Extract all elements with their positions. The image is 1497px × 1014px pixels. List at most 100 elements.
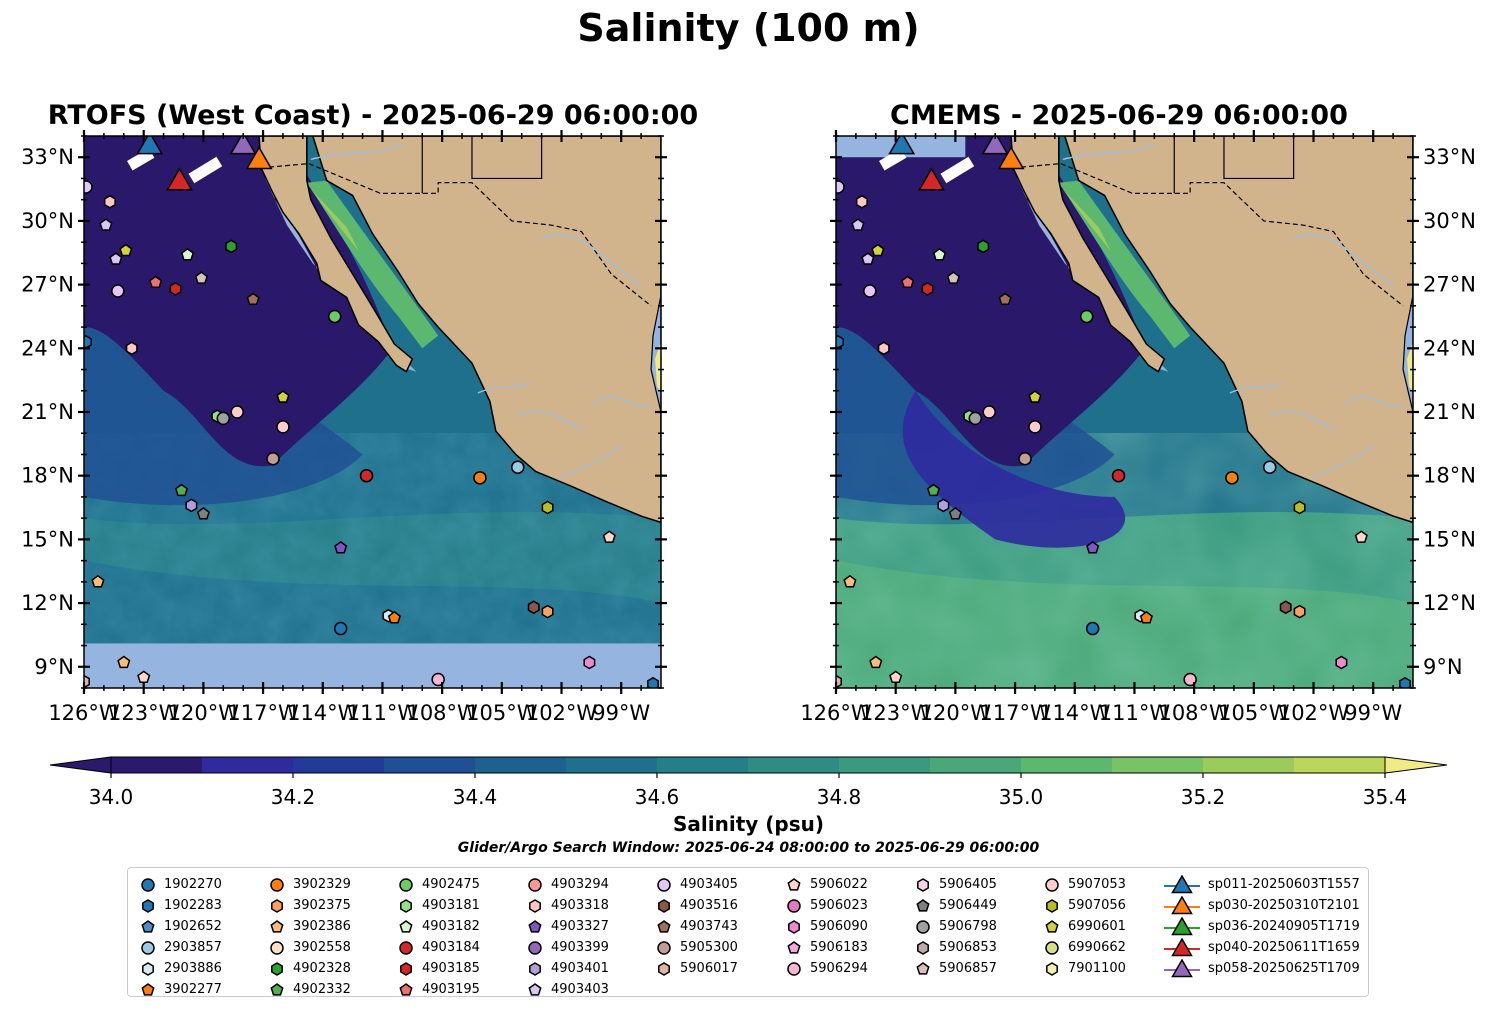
hexagon-marker-icon — [142, 898, 154, 913]
float-marker — [266, 451, 280, 466]
legend-entry: 2903857 — [140, 937, 222, 958]
legend-label: 4903294 — [551, 877, 609, 892]
legend: 1902270 1902283 1902652 2903857 2903886 39022… — [127, 867, 1369, 997]
legend-label: 4903401 — [551, 961, 609, 976]
float-marker — [977, 239, 990, 254]
legend-label: 4903399 — [551, 940, 609, 955]
legend-entry: 5907053 — [1044, 874, 1126, 895]
float-marker — [871, 243, 885, 257]
float-marker — [948, 506, 962, 520]
glider-track — [940, 156, 975, 184]
lat-tick-label: 15°N — [1423, 527, 1476, 551]
legend-marker — [399, 919, 413, 933]
float-marker — [1139, 610, 1153, 624]
legend-label: 4903743 — [680, 919, 738, 934]
lon-tick-label: 114°W — [287, 701, 359, 725]
figure-title: Salinity (100 m) — [577, 6, 920, 50]
glider-track — [127, 148, 155, 171]
float-marker — [225, 239, 238, 254]
float-marker — [103, 194, 116, 209]
float-marker — [230, 405, 244, 419]
glider-marker — [997, 145, 1025, 170]
float-marker — [125, 341, 138, 356]
legend-label: sp030-20250310T2101 — [1208, 898, 1360, 913]
legend-marker — [142, 961, 154, 976]
hexagon-marker-icon — [529, 961, 541, 976]
salinity-colorbar — [49, 756, 1448, 778]
circle-marker-icon — [141, 940, 155, 955]
legend-marker — [1045, 877, 1059, 892]
hexagon-marker-icon — [658, 961, 670, 976]
triangle-marker-icon — [1164, 958, 1200, 977]
float-marker — [1335, 655, 1348, 670]
circle-marker-icon — [657, 877, 671, 892]
float-marker — [174, 483, 189, 497]
legend-marker — [917, 877, 929, 892]
legend-entry: 2903886 — [140, 958, 222, 979]
float-marker — [185, 498, 198, 513]
baja-california-land — [258, 136, 414, 373]
legend-label: 4903182 — [422, 919, 480, 934]
legend-marker — [787, 898, 801, 913]
float-marker — [84, 674, 90, 688]
legend-entry: 1902283 — [140, 895, 222, 916]
legend-label: 5906090 — [810, 919, 868, 934]
legend-label: 4903181 — [422, 898, 480, 913]
legend-marker — [141, 940, 155, 955]
triangle-marker-icon — [1164, 937, 1200, 956]
lat-tick-label: 18°N — [1423, 464, 1476, 488]
float-marker — [1079, 309, 1094, 324]
legend-marker — [658, 898, 670, 913]
colorbar-tick-label: 34.4 — [452, 785, 498, 809]
legend-entry: 5906857 — [915, 958, 997, 979]
right-panel-title: CMEMS - 2025-06-29 06:00:00 — [890, 100, 1348, 131]
legend-label: 3902386 — [293, 919, 351, 934]
pentagon-marker-icon — [916, 898, 930, 912]
float-marker — [84, 335, 92, 349]
country-border — [1013, 162, 1404, 307]
search-window-text: Glider/Argo Search Window: 2025-06-24 08… — [457, 840, 1040, 856]
lon-tick-label: 120°W — [168, 701, 240, 725]
colorbar-bin — [1294, 757, 1386, 773]
legend-entry: 4903318 — [527, 895, 609, 916]
legend-entry: 4903403 — [527, 979, 609, 1000]
legend-entry: 5906090 — [786, 916, 868, 937]
glider-marker — [166, 167, 193, 191]
lon-tick-label: 126°W — [800, 701, 872, 725]
pentagon-marker-icon — [141, 982, 155, 996]
pentagon-marker-icon — [657, 919, 671, 933]
legend-label: 7901100 — [1068, 961, 1126, 976]
legend-label: 4903405 — [680, 877, 738, 892]
legend-marker — [1171, 958, 1193, 977]
legend-label: 2903886 — [164, 961, 222, 976]
colorbar-bin — [202, 757, 294, 773]
legend-marker — [270, 982, 284, 996]
hexagon-marker-icon — [271, 961, 283, 976]
pentagon-marker-icon — [787, 940, 801, 954]
legend-label: 5906857 — [939, 961, 997, 976]
legend-label: 5907053 — [1068, 877, 1126, 892]
lon-tick-label: 108°W — [1158, 701, 1230, 725]
legend-marker — [141, 877, 155, 892]
float-marker — [946, 271, 960, 284]
lat-tick-label: 9°N — [1423, 655, 1463, 679]
legend-marker — [271, 961, 283, 976]
legend-marker — [1171, 937, 1193, 956]
colorbar-tick-label: 34.6 — [634, 785, 680, 809]
legend-marker — [658, 961, 670, 976]
colorbar-bin — [566, 757, 658, 773]
legend-marker — [142, 898, 154, 913]
glider-marker — [981, 136, 1009, 155]
legend-label: 1902270 — [164, 877, 222, 892]
legend-entry: 4903294 — [527, 874, 609, 895]
lat-tick-label: 27°N — [1423, 273, 1476, 297]
hexagon-marker-icon — [142, 961, 154, 976]
legend-label: 3902375 — [293, 898, 351, 913]
legend-marker — [916, 919, 930, 934]
pentagon-marker-icon — [787, 877, 801, 891]
lon-tick-label: 123°W — [860, 701, 932, 725]
colorbar-label: Salinity (psu) — [672, 812, 824, 836]
legend-entry: 4902328 — [269, 958, 351, 979]
legend-marker — [270, 877, 284, 892]
float-marker — [836, 674, 842, 688]
